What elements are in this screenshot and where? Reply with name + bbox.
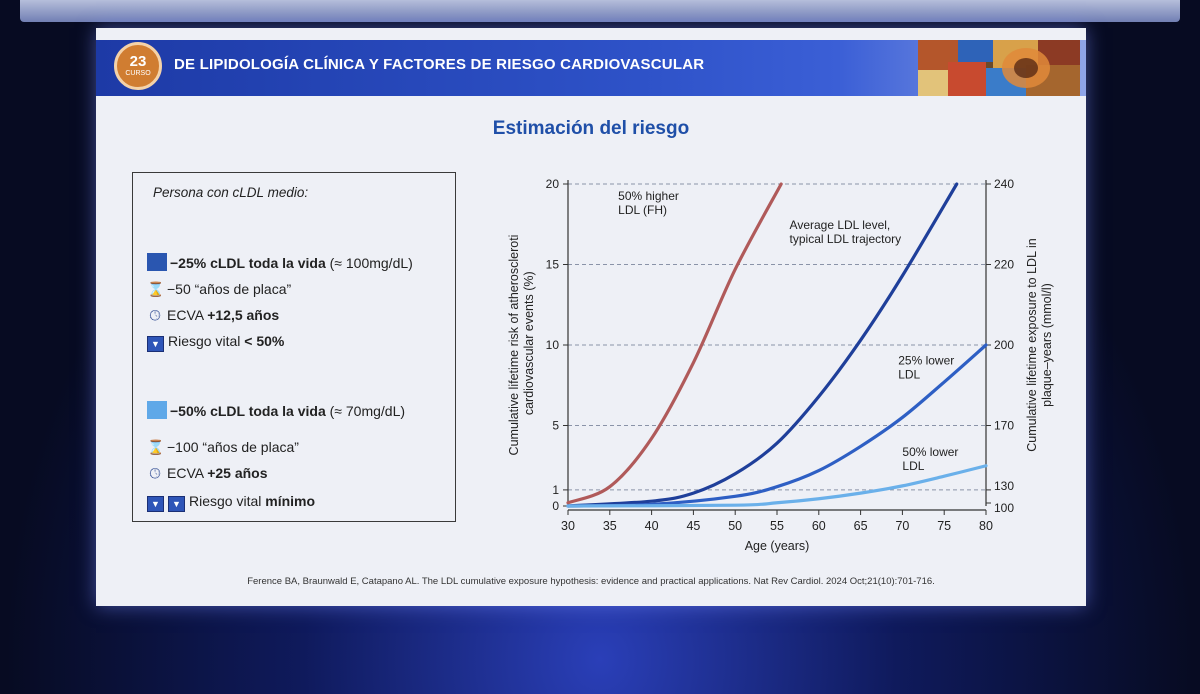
- down-arrow-icon: ▼: [147, 496, 164, 512]
- block1-plaque: ⌛ −50 “años de placa”: [147, 281, 291, 298]
- block1-plaque-text: −50 “años de placa”: [167, 281, 292, 297]
- y-tick-label: 20: [546, 177, 560, 191]
- x-tick-label: 40: [645, 519, 659, 533]
- down-arrow-icon: ▼: [147, 336, 164, 352]
- block1-ecva-label: ECVA: [167, 307, 208, 323]
- series-label: 50% lower LDL: [902, 445, 958, 473]
- block1-ecva-value: +12,5 años: [207, 307, 280, 323]
- hourglass-icon: ⌛: [147, 439, 165, 455]
- hourglass-icon: ⌛: [147, 281, 165, 297]
- y2-tick-label: 170: [994, 419, 1014, 433]
- y2-tick-label: 200: [994, 338, 1014, 352]
- series-label: 50% higher LDL (FH): [618, 189, 679, 217]
- y-tick-label: 15: [546, 258, 560, 272]
- block2-headline-rest: (≈ 70mg/dL): [325, 403, 406, 419]
- y2-axis-title: Cumulative lifetime exposure to LDL inpl…: [1025, 238, 1054, 452]
- block2-risk-label: Riesgo vital: [189, 493, 266, 509]
- presentation-slide: 23 CURSO DE LIPIDOLOGÍA CLÍNICA Y FACTOR…: [96, 28, 1086, 606]
- y2-tick-label: 100: [994, 501, 1014, 515]
- x-axis-title: Age (years): [745, 539, 810, 553]
- y-tick-label: 0: [552, 499, 559, 513]
- series-label: 25% lower LDL: [898, 353, 954, 381]
- block2-plaque-text: −100 “años de placa”: [167, 439, 299, 455]
- y-axis-title: Cumulative lifetime risk of atherosclero…: [507, 235, 536, 456]
- x-tick-label: 55: [770, 519, 784, 533]
- x-tick-label: 45: [686, 519, 700, 533]
- citation: Ference BA, Braunwald E, Catapano AL. Th…: [247, 576, 935, 587]
- slide-header: 23 CURSO DE LIPIDOLOGÍA CLÍNICA Y FACTOR…: [96, 40, 1086, 96]
- block2-color-square: [147, 401, 167, 419]
- logo-number: 23: [129, 53, 147, 70]
- logo-subtitle: CURSO: [125, 70, 151, 77]
- course-logo: 23 CURSO: [114, 42, 162, 90]
- block1-headline: −25% cLDL toda la vida (≈ 100mg/dL): [147, 253, 413, 271]
- series-line: [566, 182, 959, 508]
- info-lead: Persona con cLDL medio:: [153, 185, 309, 200]
- screen-top-edge: [20, 0, 1180, 22]
- series-line: [566, 182, 783, 505]
- info-box: Persona con cLDL medio: −25% cLDL toda l…: [132, 172, 456, 522]
- y2-tick-label: 130: [994, 479, 1014, 493]
- series-label: Average LDL level, typical LDL trajectory: [790, 218, 902, 246]
- block2-ecva-label: ECVA: [167, 465, 208, 481]
- series-line: [566, 464, 988, 508]
- x-tick-label: 35: [603, 519, 617, 533]
- slide-title: Estimación del riesgo: [492, 118, 690, 139]
- block2-ecva: 🕓︎ ECVA +25 años: [147, 465, 268, 482]
- y-tick-label: 10: [546, 338, 560, 352]
- block2-plaque: ⌛ −100 “años de placa”: [147, 439, 299, 456]
- block1-risk: ▼ Riesgo vital < 50%: [147, 333, 284, 352]
- x-tick-label: 30: [561, 519, 575, 533]
- block2-headline: −50% cLDL toda la vida (≈ 70mg/dL): [147, 401, 405, 419]
- x-tick-label: 70: [895, 519, 909, 533]
- down-arrow-icon: ▼: [168, 496, 185, 512]
- block2-risk-value: mínimo: [265, 493, 316, 509]
- y2-tick-label: 220: [994, 258, 1014, 272]
- y-tick-label: 5: [552, 419, 559, 433]
- y-tick-label: 1: [552, 483, 559, 497]
- block2-risk: ▼ ▼ Riesgo vital mínimo: [147, 493, 315, 512]
- y2-tick-label: 240: [994, 177, 1014, 191]
- series-line: [566, 343, 988, 508]
- x-tick-label: 60: [812, 519, 826, 533]
- x-tick-label: 65: [854, 519, 868, 533]
- x-tick-label: 75: [937, 519, 951, 533]
- block1-ecva: 🕓︎ ECVA +12,5 años: [147, 307, 279, 324]
- block1-risk-label: Riesgo vital: [168, 333, 245, 349]
- clock-icon: 🕓︎: [149, 307, 161, 323]
- block2-ecva-value: +25 años: [207, 465, 268, 481]
- header-title: DE LIPIDOLOGÍA CLÍNICA Y FACTORES DE RIE…: [174, 56, 705, 73]
- block1-headline-rest: (≈ 100mg/dL): [325, 255, 413, 271]
- block1-risk-value: < 50%: [244, 333, 285, 349]
- mosaic-image: [918, 40, 1080, 96]
- block1-color-square: [147, 253, 167, 271]
- x-tick-label: 80: [979, 519, 993, 533]
- x-tick-label: 50: [728, 519, 742, 533]
- block2-headline-bold: −50% cLDL toda la vida: [170, 403, 326, 419]
- clock-icon: 🕓︎: [149, 465, 161, 481]
- block1-headline-bold: −25% cLDL toda la vida: [170, 255, 326, 271]
